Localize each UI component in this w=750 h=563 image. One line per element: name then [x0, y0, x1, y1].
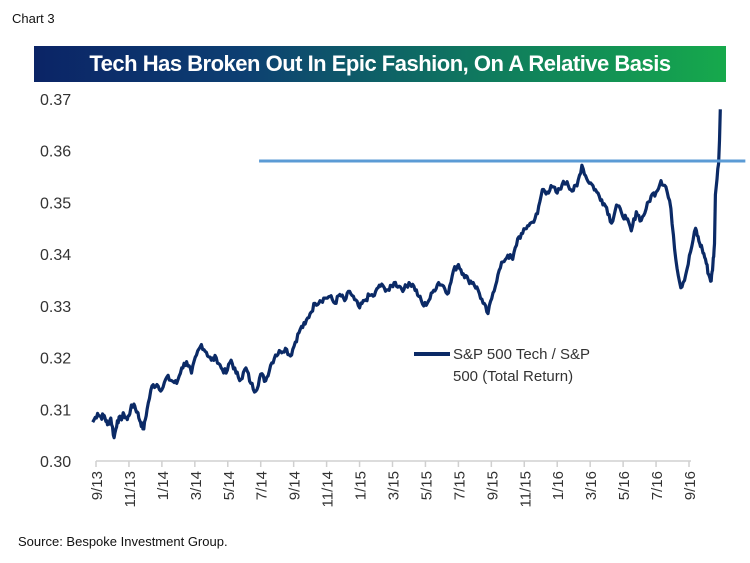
x-tick-label: 11/15 [517, 471, 534, 507]
y-tick-label: 0.32 [40, 351, 71, 368]
y-tick-label: 0.35 [40, 195, 71, 212]
legend-label: 500 (Total Return) [453, 368, 573, 385]
x-tick-label: 5/14 [221, 471, 238, 500]
x-tick-label: 7/15 [451, 471, 468, 500]
y-axis: 0.30 0.31 0.32 0.33 0.34 0.35 0.36 0.37 [40, 92, 71, 471]
x-tick-label: 9/14 [287, 471, 304, 500]
x-tick-label: 7/16 [649, 471, 666, 500]
x-tick-label: 1/15 [353, 471, 370, 500]
legend-label: S&P 500 Tech / S&P [453, 346, 590, 363]
y-tick-label: 0.37 [40, 92, 71, 109]
x-tick-label: 1/16 [550, 471, 567, 500]
y-tick-label: 0.30 [40, 454, 71, 471]
x-tick-label: 5/15 [418, 471, 435, 500]
y-tick-label: 0.31 [40, 402, 71, 419]
title-banner: Tech Has Broken Out In Epic Fashion, On … [34, 46, 726, 82]
x-axis: 9/13 11/13 1/14 3/14 5/14 7/14 9/14 11/14 1/15 3/… [89, 460, 699, 507]
legend: S&P 500 Tech / S&P 500 (Total Return) [414, 346, 590, 385]
chart-title: Tech Has Broken Out In Epic Fashion, On … [89, 51, 671, 76]
x-tick-label: 5/16 [616, 471, 633, 500]
x-tick-label: 1/14 [155, 471, 172, 500]
x-tick-label: 3/16 [583, 471, 600, 500]
x-tick-label: 9/13 [89, 471, 106, 500]
x-tick-label: 7/14 [254, 471, 271, 500]
x-tick-label: 11/13 [122, 471, 139, 507]
series-line-tech-relative [91, 109, 722, 440]
x-tick-label: 9/16 [682, 471, 699, 500]
y-tick-label: 0.34 [40, 247, 71, 264]
series-group [91, 109, 722, 440]
x-tick-label: 3/15 [386, 471, 403, 500]
y-tick-label: 0.33 [40, 299, 71, 316]
x-tick-label: 9/15 [484, 471, 501, 500]
chart-label: Chart 3 [12, 11, 55, 26]
x-tick-label: 11/14 [320, 471, 337, 507]
x-tick-label: 3/14 [188, 471, 205, 500]
source-note: Source: Bespoke Investment Group. [18, 534, 228, 549]
y-tick-label: 0.36 [40, 144, 71, 161]
